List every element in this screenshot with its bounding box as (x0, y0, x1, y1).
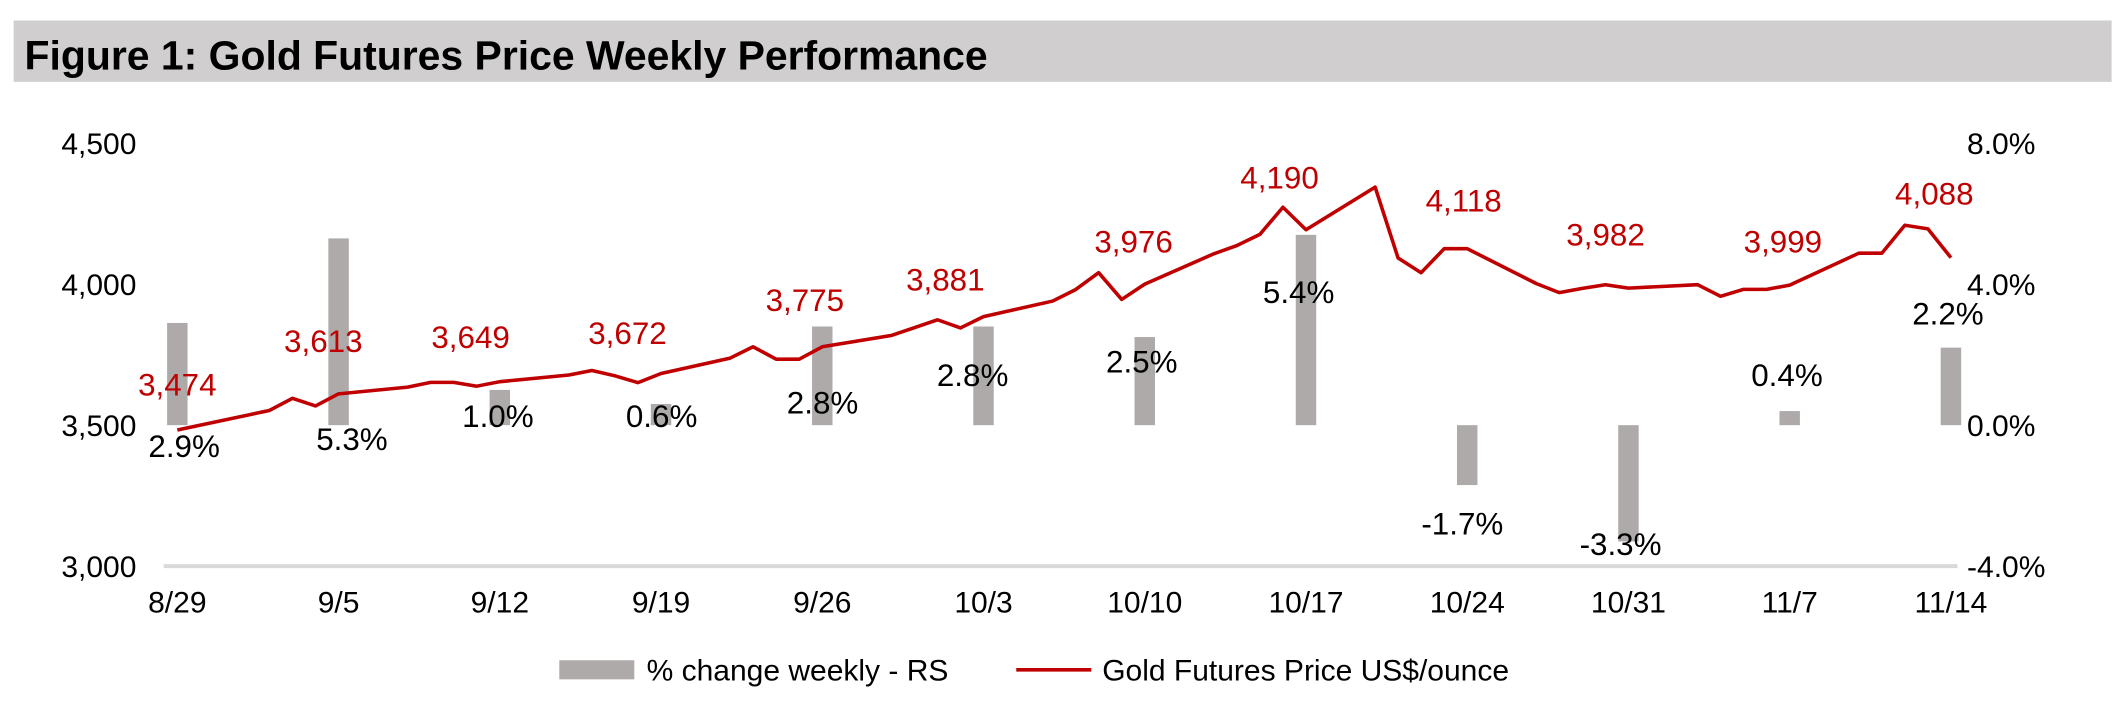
bar (1134, 337, 1155, 426)
price-data-label: 3,999 (1744, 224, 1822, 259)
bar (650, 404, 672, 426)
bar (1940, 347, 1962, 426)
x-tick-label: 11/14 (1915, 586, 1988, 619)
x-tick-label: 8/29 (148, 586, 206, 619)
x-tick-label: 9/19 (632, 586, 690, 619)
percent-data-label: 5.4% (1263, 275, 1334, 310)
price-data-label: 4,118 (1426, 183, 1502, 218)
x-tick-label: 9/26 (793, 586, 851, 619)
x-tick-label: 10/10 (1107, 586, 1182, 619)
y-right-tick-label: 8.0% (1967, 128, 2035, 161)
x-tick-label: 9/12 (471, 586, 529, 619)
y-right-tick-label: -4.0% (1967, 551, 2045, 584)
price-data-label: 4,088 (1895, 177, 1973, 212)
percent-data-label: -3.3% (1580, 527, 1662, 562)
y-left-tick-label: 3,000 (61, 551, 136, 584)
bar (167, 322, 188, 426)
legend-label-bars: % change weekly - RS (647, 655, 949, 688)
percent-data-label: 2.5% (1106, 344, 1177, 379)
price-data-label: 3,881 (906, 263, 984, 298)
price-data-label: 3,775 (766, 283, 844, 318)
y-right-tick-label: 0.0% (1967, 410, 2035, 443)
price-data-label: 3,976 (1094, 224, 1172, 259)
x-tick-label: 10/3 (954, 586, 1012, 619)
bar (328, 238, 349, 426)
bar (1779, 411, 1800, 426)
legend: % change weekly - RS Gold Futures Price … (559, 655, 1509, 688)
price-data-label: 3,982 (1566, 218, 1644, 253)
price-data-label: 3,649 (431, 320, 509, 355)
percent-data-label: 2.8% (787, 385, 858, 420)
price-data-label: 4,190 (1240, 160, 1318, 195)
percent-data-label: 0.4% (1751, 358, 1822, 393)
percent-data-label: 2.2% (1912, 297, 1983, 332)
bar (1456, 425, 1478, 486)
bar (1618, 425, 1639, 542)
x-tick-label: 10/24 (1430, 586, 1505, 619)
chart-title: Figure 1: Gold Futures Price Weekly Perf… (25, 33, 988, 79)
x-tick-label: 10/31 (1591, 586, 1666, 619)
percent-data-label: 1.0% (462, 399, 533, 434)
y-left-tick-label: 4,000 (61, 269, 136, 302)
y-left-tick-label: 4,500 (61, 128, 136, 161)
price-line (176, 185, 1953, 432)
legend-label-line: Gold Futures Price US$/ounce (1102, 655, 1509, 688)
bar (1295, 234, 1317, 426)
price-data-label: 3,474 (138, 368, 216, 403)
x-tick-label: 9/5 (318, 586, 360, 619)
percent-data-label: -1.7% (1421, 507, 1503, 542)
bar (973, 326, 994, 426)
price-data-label: 3,613 (284, 324, 362, 359)
price-data-label: 3,672 (588, 316, 666, 351)
percent-data-label: 2.9% (148, 429, 219, 464)
x-tick-label: 11/7 (1762, 586, 1818, 619)
percent-data-label: 5.3% (316, 422, 387, 457)
percent-data-label: 2.8% (937, 358, 1008, 393)
percent-data-label: 0.6% (626, 399, 697, 434)
legend-swatch-bars (559, 660, 635, 680)
y-right-tick-label: 4.0% (1967, 269, 2035, 302)
title-bar (13, 20, 2112, 82)
x-tick-label: 10/17 (1268, 586, 1343, 619)
bar (489, 389, 511, 426)
y-left-tick-label: 3,500 (61, 410, 136, 443)
